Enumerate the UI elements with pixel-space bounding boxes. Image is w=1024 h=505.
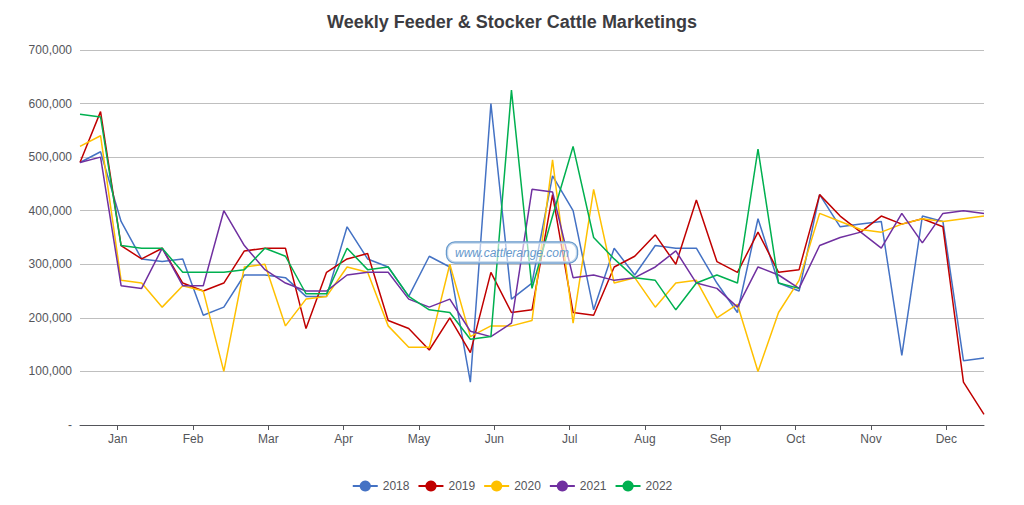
svg-text:Weekly Feeder & Stocker Cattle: Weekly Feeder & Stocker Cattle Marketing…: [327, 12, 697, 32]
svg-text:2019: 2019: [448, 479, 475, 493]
svg-text:www.cattlerange.com: www.cattlerange.com: [455, 246, 569, 260]
svg-text:Oct: Oct: [786, 432, 805, 446]
svg-text:-: -: [68, 418, 72, 432]
svg-text:2022: 2022: [646, 479, 673, 493]
svg-text:600,000: 600,000: [29, 97, 73, 111]
svg-text:Sep: Sep: [710, 432, 732, 446]
svg-text:Jan: Jan: [108, 432, 127, 446]
svg-text:2020: 2020: [514, 479, 541, 493]
svg-text:Mar: Mar: [258, 432, 279, 446]
svg-text:400,000: 400,000: [29, 204, 73, 218]
svg-text:Jun: Jun: [485, 432, 504, 446]
svg-text:100,000: 100,000: [29, 364, 73, 378]
svg-text:200,000: 200,000: [29, 311, 73, 325]
svg-text:Dec: Dec: [936, 432, 957, 446]
svg-text:2018: 2018: [383, 479, 410, 493]
svg-text:Nov: Nov: [860, 432, 881, 446]
svg-text:2021: 2021: [580, 479, 607, 493]
svg-text:700,000: 700,000: [29, 43, 73, 57]
svg-text:Aug: Aug: [634, 432, 655, 446]
svg-text:Feb: Feb: [183, 432, 204, 446]
svg-text:500,000: 500,000: [29, 150, 73, 164]
svg-text:Apr: Apr: [334, 432, 353, 446]
svg-text:300,000: 300,000: [29, 257, 73, 271]
svg-text:May: May: [408, 432, 431, 446]
svg-text:Jul: Jul: [562, 432, 577, 446]
